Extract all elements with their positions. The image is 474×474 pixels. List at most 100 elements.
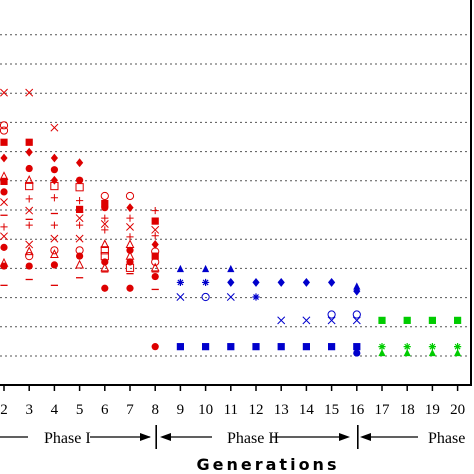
data-point bbox=[126, 222, 134, 231]
data-point bbox=[353, 349, 361, 357]
data-point bbox=[25, 221, 33, 229]
data-point bbox=[151, 232, 159, 240]
data-point bbox=[50, 123, 59, 132]
x-tick-label: 5 bbox=[76, 402, 84, 418]
data-point bbox=[0, 88, 8, 97]
data-point bbox=[176, 343, 184, 351]
phase-arrowhead bbox=[140, 433, 151, 441]
x-tick-label: 11 bbox=[224, 402, 238, 418]
data-point bbox=[176, 264, 184, 273]
data-point bbox=[353, 343, 361, 351]
data-point bbox=[151, 217, 159, 225]
data-point bbox=[277, 316, 286, 325]
data-point bbox=[0, 153, 8, 163]
data-point bbox=[100, 262, 110, 272]
data-point bbox=[227, 264, 235, 273]
x-tick-label: 15 bbox=[324, 402, 339, 418]
phase-arrowhead bbox=[360, 433, 371, 441]
data-point bbox=[126, 246, 134, 254]
data-point bbox=[126, 214, 134, 222]
data-point bbox=[100, 191, 109, 201]
x-tick-label: 19 bbox=[425, 402, 440, 418]
data-point bbox=[76, 176, 84, 184]
x-tick-label: 14 bbox=[299, 402, 315, 418]
data-point bbox=[126, 203, 134, 213]
data-point bbox=[176, 278, 184, 287]
data-point bbox=[50, 153, 58, 163]
data-point bbox=[101, 226, 109, 234]
data-point bbox=[125, 191, 135, 201]
data-point bbox=[25, 88, 34, 97]
phase-label: Phase I bbox=[44, 430, 91, 447]
data-point bbox=[454, 343, 462, 351]
data-point bbox=[125, 239, 135, 249]
plot-frame bbox=[0, 0, 472, 386]
phase-label: Phase bbox=[428, 430, 465, 447]
data-point bbox=[25, 164, 33, 173]
data-point bbox=[25, 206, 34, 215]
x-axis: 2345678910111213141516171819202 bbox=[0, 385, 465, 418]
data-point bbox=[0, 262, 8, 270]
data-point bbox=[0, 232, 8, 241]
data-point bbox=[101, 258, 109, 266]
data-point bbox=[302, 278, 310, 287]
data-point bbox=[0, 223, 8, 231]
x-tick-label: 6 bbox=[101, 402, 109, 418]
data-point bbox=[227, 278, 235, 287]
data-point bbox=[403, 343, 411, 351]
data-point bbox=[352, 316, 361, 325]
data-point bbox=[101, 204, 109, 212]
data-point bbox=[76, 252, 84, 260]
x-tick-label: 2 bbox=[0, 402, 8, 418]
data-point bbox=[0, 126, 9, 135]
data-point bbox=[50, 175, 58, 185]
phase-arrowhead bbox=[339, 433, 350, 441]
x-tick-label: 8 bbox=[151, 402, 159, 418]
data-point bbox=[252, 293, 260, 301]
data-point bbox=[353, 282, 361, 290]
data-point bbox=[0, 121, 9, 130]
data-point bbox=[126, 284, 134, 292]
data-point bbox=[50, 221, 58, 229]
data-point bbox=[428, 348, 436, 357]
data-point bbox=[76, 205, 84, 214]
data-point bbox=[0, 198, 8, 207]
data-point bbox=[428, 316, 436, 324]
data-point bbox=[75, 234, 84, 243]
data-point bbox=[25, 195, 33, 203]
data-point bbox=[403, 316, 411, 324]
data-point bbox=[50, 181, 59, 191]
data-point bbox=[50, 194, 58, 202]
data-point bbox=[0, 177, 8, 185]
data-point bbox=[101, 199, 109, 208]
data-point bbox=[378, 316, 386, 324]
data-point bbox=[226, 293, 235, 301]
x-tick-label: 16 bbox=[349, 402, 365, 418]
x-tick-label: 3 bbox=[25, 402, 33, 418]
data-point bbox=[151, 343, 159, 351]
data-point bbox=[454, 348, 462, 357]
data-point bbox=[202, 264, 210, 273]
data-point bbox=[201, 292, 210, 302]
data-point bbox=[327, 310, 336, 319]
data-point bbox=[50, 246, 59, 255]
data-points bbox=[0, 88, 462, 357]
data-point bbox=[24, 174, 34, 184]
data-point bbox=[76, 221, 84, 229]
data-point bbox=[403, 348, 411, 357]
data-point bbox=[252, 278, 260, 287]
x-tick-label: 20 bbox=[450, 402, 465, 418]
data-point bbox=[150, 262, 160, 272]
phase-label: Phase II bbox=[227, 430, 279, 447]
data-point bbox=[151, 252, 159, 260]
x-tick-label: 12 bbox=[249, 402, 264, 418]
data-point bbox=[378, 348, 386, 357]
x-tick-label: 17 bbox=[375, 402, 391, 418]
data-point bbox=[50, 166, 59, 174]
data-point bbox=[100, 246, 109, 255]
data-point bbox=[202, 278, 210, 287]
data-point bbox=[0, 188, 8, 196]
data-point bbox=[50, 261, 59, 269]
data-point bbox=[378, 343, 386, 351]
data-point bbox=[25, 147, 33, 157]
